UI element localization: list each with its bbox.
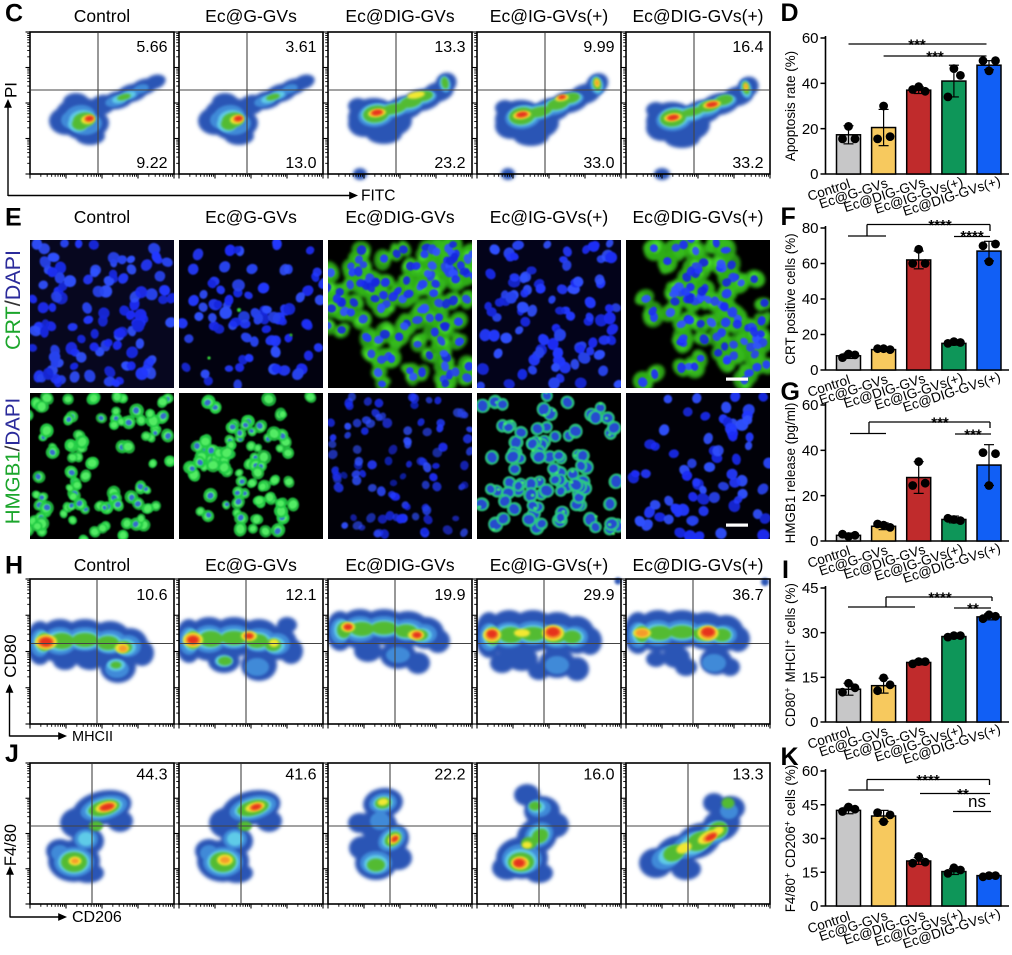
svg-text:ns: ns [968, 792, 986, 811]
svg-text:Ec@DIG-GVs: Ec@DIG-GVs [345, 555, 454, 575]
svg-text:33.0: 33.0 [583, 155, 614, 172]
svg-text:45: 45 [802, 797, 819, 814]
svg-text:10.6: 10.6 [136, 587, 167, 604]
svg-text:60: 60 [802, 763, 819, 780]
svg-text:**: ** [967, 601, 979, 618]
svg-text:16.4: 16.4 [732, 39, 763, 56]
svg-text:F4/80: F4/80 [2, 824, 20, 866]
svg-text:60: 60 [802, 30, 819, 47]
svg-text:19.9: 19.9 [434, 587, 465, 604]
svg-text:***: *** [908, 37, 926, 54]
svg-text:CD80: CD80 [1, 634, 20, 677]
svg-text:CD80+ MHCII+ cells (%): CD80+ MHCII+ cells (%) [783, 583, 799, 727]
svg-text:40: 40 [802, 291, 819, 308]
svg-text:0: 0 [810, 714, 818, 731]
svg-text:FITC: FITC [361, 188, 395, 205]
svg-text:Control: Control [74, 555, 130, 575]
svg-text:CRT/DAPI: CRT/DAPI [1, 250, 25, 350]
svg-text:F: F [781, 203, 796, 231]
svg-text:CD206: CD206 [72, 909, 122, 926]
svg-text:29.9: 29.9 [583, 587, 614, 604]
svg-text:Ec@IG-GVs(+): Ec@IG-GVs(+) [490, 555, 608, 575]
svg-text:****: **** [916, 772, 940, 789]
svg-text:I: I [782, 556, 789, 584]
svg-text:HMGB1 release (pg/ml): HMGB1 release (pg/ml) [783, 403, 798, 544]
svg-text:HMGB1/DAPI: HMGB1/DAPI [2, 398, 25, 524]
svg-text:5.66: 5.66 [136, 39, 167, 56]
svg-text:Ec@DIG-GVs(+): Ec@DIG-GVs(+) [632, 555, 763, 575]
svg-text:Ec@IG-GVs(+): Ec@IG-GVs(+) [490, 207, 608, 227]
svg-text:C: C [5, 0, 23, 28]
svg-text:13.0: 13.0 [285, 155, 316, 172]
svg-text:Ec@G-GVs: Ec@G-GVs [205, 555, 297, 575]
svg-text:***: *** [931, 415, 949, 432]
svg-text:Ec@G-GVs: Ec@G-GVs [205, 6, 297, 26]
svg-text:K: K [781, 743, 799, 771]
svg-text:15: 15 [802, 670, 819, 687]
svg-text:Ec@DIG-GVs: Ec@DIG-GVs [345, 207, 454, 227]
svg-text:44.3: 44.3 [136, 767, 167, 784]
svg-text:22.2: 22.2 [434, 767, 465, 784]
svg-text:9.22: 9.22 [136, 155, 167, 172]
svg-text:0: 0 [810, 362, 818, 379]
svg-text:23.2: 23.2 [434, 155, 465, 172]
svg-text:20: 20 [802, 121, 819, 138]
svg-text:41.6: 41.6 [285, 767, 316, 784]
svg-text:45: 45 [802, 580, 819, 597]
svg-text:****: **** [928, 217, 952, 234]
svg-text:Ec@DIG-GVs(+): Ec@DIG-GVs(+) [632, 207, 763, 227]
svg-text:Ec@DIG-GVs(+): Ec@DIG-GVs(+) [632, 6, 763, 26]
svg-text:13.3: 13.3 [434, 39, 465, 56]
svg-text:3.61: 3.61 [285, 39, 316, 56]
svg-text:0: 0 [810, 533, 818, 550]
svg-text:Control: Control [74, 6, 130, 26]
svg-text:Control: Control [74, 207, 130, 227]
svg-text:60: 60 [802, 256, 819, 273]
svg-text:PI: PI [2, 82, 21, 98]
svg-text:30: 30 [802, 831, 819, 848]
svg-text:****: **** [928, 590, 952, 607]
svg-text:0: 0 [810, 898, 818, 915]
svg-text:**: ** [957, 786, 969, 803]
svg-text:E: E [5, 204, 22, 232]
svg-text:G: G [781, 378, 800, 406]
svg-text:Ec@DIG-GVs: Ec@DIG-GVs [345, 6, 454, 26]
svg-text:33.2: 33.2 [732, 155, 763, 172]
svg-text:60: 60 [802, 397, 819, 414]
svg-text:***: *** [964, 427, 982, 444]
svg-text:Ec@G-GVs: Ec@G-GVs [205, 207, 297, 227]
svg-text:40: 40 [802, 76, 819, 93]
svg-text:D: D [781, 0, 799, 27]
svg-text:F4/80+ CD206+ cells (%): F4/80+ CD206+ cells (%) [783, 765, 799, 913]
svg-text:30: 30 [802, 625, 819, 642]
svg-text:J: J [5, 740, 19, 768]
svg-text:CRT positive cells (%): CRT positive cells (%) [783, 233, 798, 364]
svg-text:Ec@IG-GVs(+): Ec@IG-GVs(+) [490, 6, 608, 26]
svg-text:****: **** [960, 228, 984, 245]
svg-text:12.1: 12.1 [285, 587, 316, 604]
svg-text:16.0: 16.0 [583, 767, 614, 784]
svg-text:20: 20 [802, 488, 819, 505]
svg-text:80: 80 [802, 220, 819, 237]
svg-text:9.99: 9.99 [583, 39, 614, 56]
svg-text:36.7: 36.7 [732, 587, 763, 604]
svg-text:13.3: 13.3 [732, 767, 763, 784]
svg-text:15: 15 [802, 864, 819, 881]
svg-text:20: 20 [802, 327, 819, 344]
svg-text:40: 40 [802, 443, 819, 460]
svg-text:0: 0 [810, 166, 818, 183]
svg-text:H: H [5, 552, 23, 580]
svg-text:Apoptosis rate (%): Apoptosis rate (%) [783, 51, 798, 161]
svg-text:***: *** [926, 49, 944, 66]
svg-text:MHCII: MHCII [72, 729, 113, 745]
